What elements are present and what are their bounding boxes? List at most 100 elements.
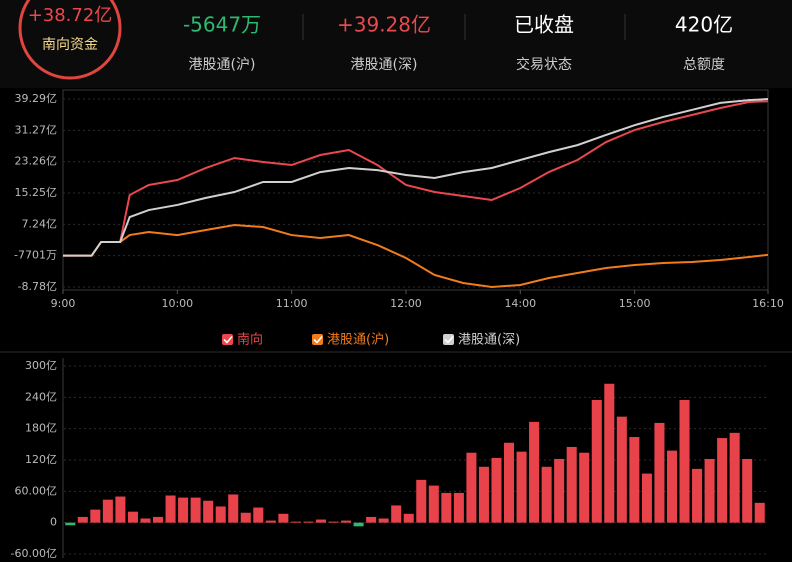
- bar: [253, 507, 264, 523]
- bar: [516, 451, 527, 523]
- y-tick-label: 0: [50, 516, 57, 529]
- bar: [203, 500, 214, 523]
- plot-frame: [62, 89, 769, 291]
- legend-checkbox: [443, 334, 454, 345]
- bar: [504, 442, 515, 523]
- y-tick-label: 180亿: [25, 422, 57, 435]
- bar: [165, 495, 176, 523]
- bar: [666, 450, 677, 523]
- bar: [654, 422, 665, 523]
- legend-checkbox: [312, 334, 323, 345]
- bar: [616, 416, 627, 523]
- bar: [366, 516, 377, 523]
- y-tick-label: 60.00亿: [15, 484, 58, 497]
- stat-label: 交易状态: [516, 56, 572, 73]
- bar: [378, 518, 389, 523]
- legend-check: [313, 335, 323, 344]
- bar: [478, 466, 489, 523]
- bar: [529, 421, 540, 523]
- bar: [265, 520, 276, 523]
- bar: [178, 497, 189, 523]
- series-line: [63, 224, 769, 289]
- stat-value: -5647万: [183, 13, 261, 37]
- bar: [679, 399, 690, 523]
- x-tick-label: 9:00: [51, 297, 76, 310]
- bar: [717, 438, 728, 523]
- x-tick-label: 12:00: [390, 297, 422, 310]
- stat-value: 420亿: [675, 13, 733, 37]
- y-tick-label: 23.26亿: [15, 155, 58, 168]
- bar: [190, 497, 201, 523]
- bar: [77, 516, 88, 523]
- highlight-ring: [18, 0, 122, 80]
- x-tick-label: 14:00: [504, 297, 536, 310]
- y-tick-label: 39.29亿: [15, 92, 58, 105]
- bar: [278, 513, 289, 523]
- x-tick-label: 10:00: [161, 297, 193, 310]
- bar: [240, 512, 251, 523]
- legend-label: 南向: [237, 332, 263, 348]
- bar: [341, 520, 352, 523]
- y-tick-label: 240亿: [25, 390, 57, 403]
- x-tick-label: 11:00: [276, 297, 308, 310]
- legend-check: [444, 335, 454, 344]
- y-tick-label: -7701万: [14, 249, 57, 262]
- stat-value: +39.28亿: [337, 13, 431, 37]
- bar: [591, 399, 602, 523]
- bar: [428, 485, 439, 523]
- bar: [153, 516, 164, 523]
- bar: [692, 468, 703, 523]
- x-tick-label: 16:10: [752, 297, 784, 310]
- y-tick-label: -60.00亿: [11, 547, 57, 558]
- bar: [541, 466, 552, 523]
- y-tick-label: -8.78亿: [18, 280, 57, 293]
- y-tick-label: 7.24亿: [22, 217, 58, 230]
- stat-label: 总额度: [683, 57, 725, 73]
- bar: [416, 479, 427, 523]
- y-tick-label: 15.25亿: [15, 186, 58, 199]
- bar: [328, 521, 339, 523]
- stat-label: 南向资金: [42, 37, 98, 53]
- legend-label: 港股通(沪): [327, 332, 389, 348]
- legend-label: 港股通(深): [458, 333, 520, 348]
- bar: [303, 521, 314, 523]
- bar: [453, 492, 464, 523]
- bar: [641, 473, 652, 523]
- header-bg: [0, 0, 792, 88]
- stat-label: 港股通(深): [351, 57, 418, 73]
- legend-checkbox: [222, 334, 233, 345]
- bar: [754, 502, 765, 523]
- bar: [65, 522, 76, 526]
- bar: [228, 494, 239, 523]
- bar: [215, 506, 226, 523]
- bar: [391, 505, 402, 523]
- bar: [466, 452, 477, 523]
- stat-label: 港股通(沪): [189, 57, 256, 73]
- x-tick-label: 15:00: [619, 297, 651, 310]
- bar: [554, 458, 565, 523]
- bar: [742, 458, 753, 523]
- bar: [353, 522, 364, 527]
- bar: [140, 518, 151, 523]
- bar: [90, 509, 101, 523]
- bar: [566, 446, 577, 523]
- stat-value: +38.72亿: [28, 5, 113, 26]
- bar: [115, 496, 126, 523]
- bar: [629, 437, 640, 523]
- bar: [127, 511, 138, 523]
- series-line: [63, 100, 769, 257]
- bar: [704, 458, 715, 523]
- bar: [290, 521, 301, 523]
- bar: [604, 383, 615, 523]
- bar: [729, 432, 740, 523]
- bar: [403, 513, 414, 523]
- bar: [491, 457, 502, 523]
- y-tick-label: 300亿: [25, 359, 57, 372]
- stat-value: 已收盘: [514, 13, 574, 37]
- y-tick-label: 120亿: [25, 453, 57, 466]
- y-tick-label: 31.27亿: [15, 123, 58, 136]
- bar: [102, 499, 113, 523]
- bar: [579, 452, 590, 523]
